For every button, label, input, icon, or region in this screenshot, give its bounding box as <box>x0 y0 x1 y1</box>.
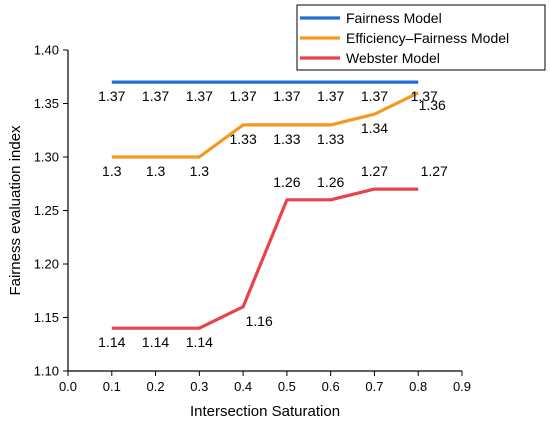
y-tick-label: 1.25 <box>34 203 59 218</box>
data-label: 1.14 <box>186 334 213 350</box>
data-label: 1.33 <box>229 131 256 147</box>
data-label: 1.36 <box>419 97 446 113</box>
x-tick-label: 0.9 <box>453 379 471 394</box>
data-label: 1.3 <box>146 163 166 179</box>
x-tick-label: 0.2 <box>147 379 165 394</box>
y-tick-label: 1.15 <box>34 310 59 325</box>
series-line-2 <box>111 91 419 159</box>
y-tick-label: 1.20 <box>34 257 59 272</box>
data-label: 1.37 <box>186 88 213 104</box>
legend: Fairness Model Efficiency–Fairness Model W… <box>296 4 546 71</box>
axes: 0.0 0.1 0.2 0.3 0.4 0.5 0.6 0.7 0.8 0.9 1.10 1.15 1.… <box>34 43 471 395</box>
data-label: 1.26 <box>317 174 344 190</box>
data-label: 1.27 <box>361 163 388 179</box>
legend-label: Efficiency–Fairness Model <box>346 30 509 46</box>
data-label: 1.37 <box>273 88 300 104</box>
data-label: 1.26 <box>273 174 300 190</box>
data-label: 1.27 <box>421 163 448 179</box>
y-tick-label: 1.40 <box>34 43 59 58</box>
y-tick-label: 1.35 <box>34 96 59 111</box>
data-label: 1.37 <box>229 88 256 104</box>
x-tick-label: 0.6 <box>322 379 340 394</box>
data-label: 1.3 <box>190 163 210 179</box>
data-label: 1.3 <box>102 163 122 179</box>
x-tick-label: 0.3 <box>190 379 208 394</box>
x-axis-title: Intersection Saturation <box>190 403 340 420</box>
data-label: 1.37 <box>317 88 344 104</box>
x-tick-label: 0.7 <box>365 379 383 394</box>
data-label: 1.37 <box>98 88 125 104</box>
series-lines <box>111 80 419 330</box>
x-tick-label: 0.1 <box>103 379 121 394</box>
data-label: 1.16 <box>245 313 272 329</box>
series-line-3 <box>111 187 419 330</box>
data-label: 1.37 <box>142 88 169 104</box>
data-label: 1.14 <box>98 334 125 350</box>
y-axis-title: Fairness evaluation index <box>7 125 24 296</box>
y-tick-label: 1.30 <box>34 150 59 165</box>
x-tick-label: 0.5 <box>278 379 296 394</box>
data-label: 1.33 <box>273 131 300 147</box>
x-tick-label: 0.0 <box>59 379 77 394</box>
data-label: 1.33 <box>317 131 344 147</box>
data-label: 1.34 <box>361 120 388 136</box>
data-label: 1.37 <box>411 88 438 104</box>
data-label: 1.37 <box>361 88 388 104</box>
y-tick-label: 1.10 <box>34 364 59 379</box>
legend-label: Fairness Model <box>346 10 442 26</box>
x-tick-label: 0.4 <box>234 379 252 394</box>
legend-label: Webster Model <box>346 50 440 66</box>
data-labels: 1.37 1.37 1.37 1.37 1.37 1.37 1.37 1.37 1.3 1.3 1.… <box>98 88 448 350</box>
x-tick-label: 0.8 <box>409 379 427 394</box>
data-label: 1.14 <box>142 334 169 350</box>
